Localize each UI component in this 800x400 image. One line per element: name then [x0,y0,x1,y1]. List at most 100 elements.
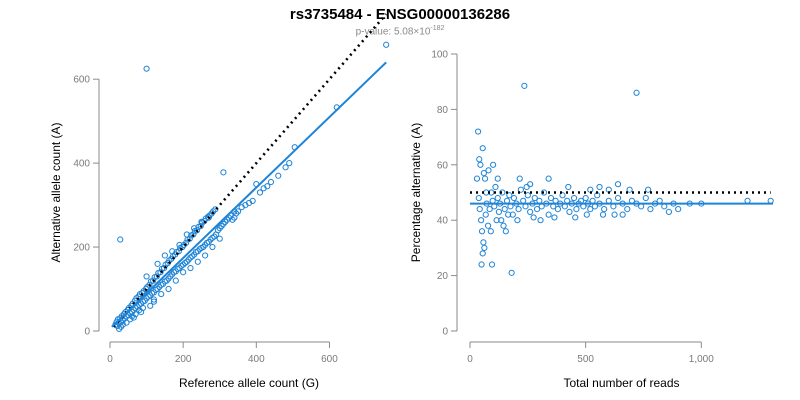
right-data-point [572,214,579,221]
left-reference-line [112,13,388,328]
p-value-subtitle: p-value: 5.08×10-182 [0,25,800,37]
left-fit-line [111,61,387,328]
left-data-point [130,314,137,321]
left-data-point [234,208,242,215]
left-y-tick-label: 400 [73,159,90,170]
right-data-point [540,189,548,196]
right-data-point [482,211,489,218]
right-y-tick-label: 60 [437,160,449,171]
right-data-point [478,217,485,224]
left-data-point [202,252,209,259]
right-data-point [494,175,501,182]
right-data-point [493,217,500,224]
left-data-point [282,164,289,171]
left-data-point [286,160,293,167]
left-data-point [117,236,124,243]
right-data-point [505,211,512,218]
left-data-point [187,264,194,272]
right-data-point [596,183,603,191]
left-data-point [143,65,150,72]
right-data-point [647,206,654,213]
left-y-tick-label: 0 [84,327,90,338]
right-data-point [490,161,497,168]
right-data-point [624,206,631,213]
right-data-point [537,217,544,224]
left-data-point [161,252,168,259]
right-data-point [498,217,505,224]
right-data-point [554,206,561,213]
right-data-point [479,250,486,257]
right-data-point [531,194,538,202]
left-data-point [212,206,219,213]
left-x-tick-label: 400 [248,354,265,365]
left-data-point [220,169,227,176]
right-data-point [486,206,493,213]
left-data-point [176,241,183,249]
left-data-point [216,235,223,242]
left-y-axis-label: Alternative allele count (A) [49,122,63,262]
left-y-tick-label: 600 [73,75,90,86]
right-data-point [473,175,481,182]
right-data-point [644,186,652,193]
right-data-point [583,211,590,218]
right-data-point [523,183,530,191]
right-data-point [545,175,552,182]
left-data-point [119,321,126,328]
right-data-point [587,206,594,213]
right-data-point [499,189,506,196]
left-data-point [143,295,150,302]
left-data-point [264,183,271,190]
right-data-point [601,206,608,213]
right-data-point [642,194,649,202]
right-y-tick-label: 80 [437,105,449,116]
right-data-point [502,228,509,235]
right-data-point [500,222,507,229]
right-data-point [492,183,499,191]
right-y-tick-label: 0 [442,327,448,338]
left-data-point [249,197,256,204]
right-data-point [480,170,487,177]
left-data-point [204,213,212,220]
left-data-point [154,260,161,267]
left-data-point [116,325,123,333]
right-x-axis-label: Total number of reads [563,376,679,390]
right-data-point [484,222,492,229]
left-data-point [165,285,172,293]
left-data-point [275,172,282,179]
right-data-point [506,192,513,199]
right-data-point [474,128,482,135]
left-data-point [157,269,164,276]
right-data-point [582,194,589,202]
right-data-point [619,211,626,218]
left-data-point [172,277,179,284]
left-data-point [161,264,168,272]
right-data-point [509,211,516,218]
right-data-point [481,175,489,182]
left-data-point [132,311,139,318]
right-data-point [478,261,485,268]
left-data-point [147,302,154,309]
right-data-point [476,206,483,213]
right-data-point [626,186,633,193]
left-data-point [207,236,214,243]
left-data-point [169,248,176,255]
right-data-point [614,194,622,202]
p-value-text: p-value: 5.08×10 [355,26,431,38]
left-data-point [150,298,157,305]
right-data-point [476,156,483,163]
plot-title: rs3735484 - ENSG00000136286 [289,6,511,23]
left-x-tick-label: 0 [107,354,113,365]
right-data-point [545,211,552,218]
right-data-point [566,208,573,215]
right-data-point [478,228,486,235]
left-data-point [127,316,134,323]
right-data-point [633,89,640,96]
right-y-tick-label: 20 [437,271,449,282]
right-y-axis-label: Percentage alternative (A) [409,123,423,262]
left-data-point [146,281,153,288]
left-data-point [191,225,198,232]
right-data-point [479,145,486,152]
right-data-point [481,244,488,251]
right-data-point [665,208,673,215]
right-data-point [573,206,580,213]
